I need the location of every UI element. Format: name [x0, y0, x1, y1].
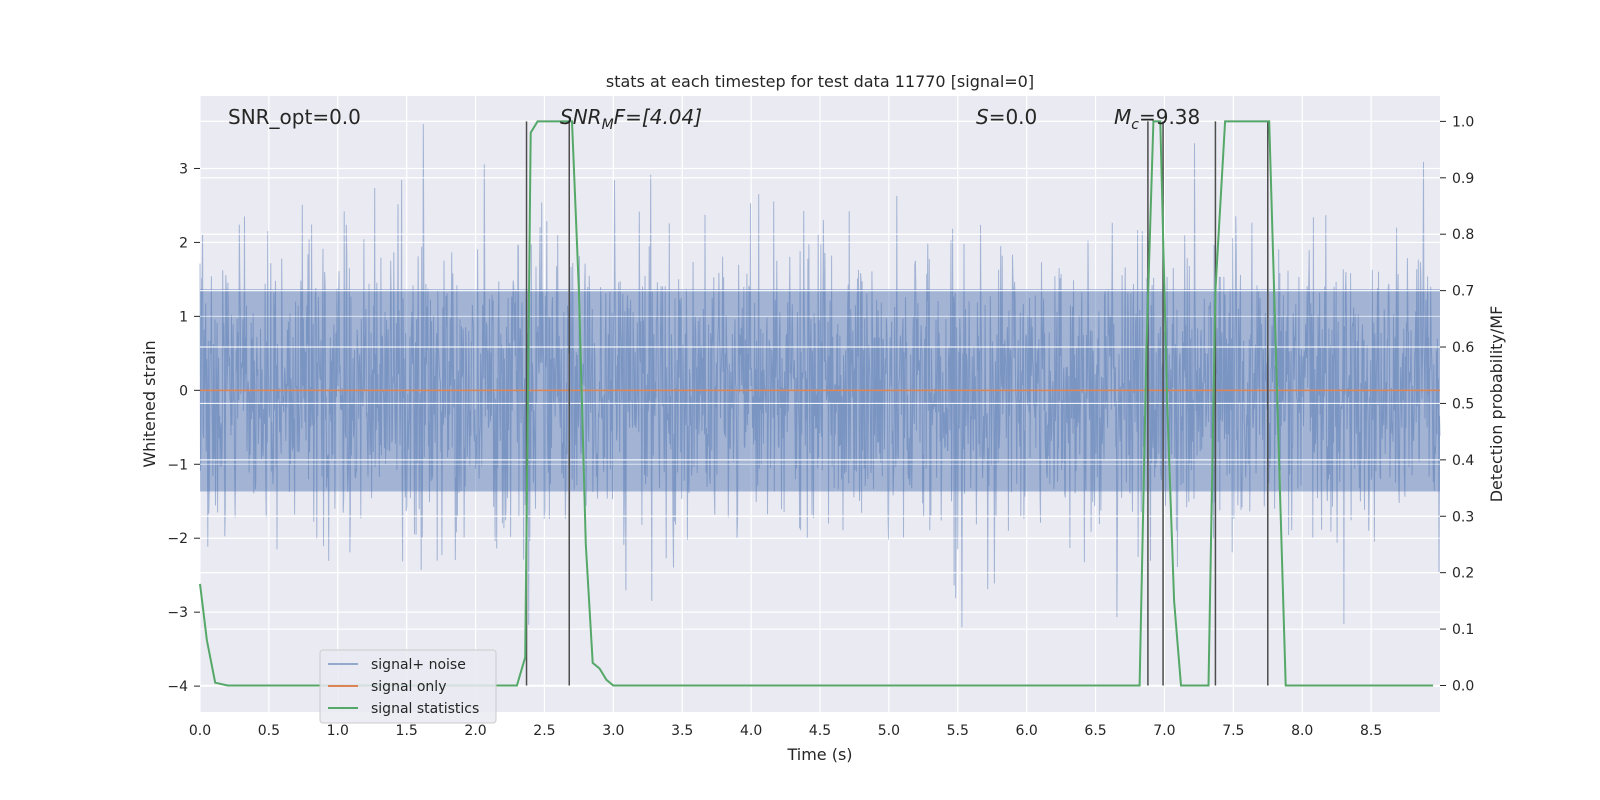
y-right-tick-label-6: 0.6: [1452, 340, 1474, 356]
legend-box: [319, 649, 497, 724]
x-tick-label-9: 4.5: [809, 723, 831, 739]
x-tick-label-4: 2.0: [464, 723, 486, 739]
x-tick-label-13: 6.5: [1084, 723, 1106, 739]
x-axis-label: Time (s): [786, 745, 852, 764]
legend-label-signal-only: signal only: [371, 679, 446, 695]
x-ticks: 0.0 0.5 1.0 1.5 2.0 2.5 3.0 3.5 4.0 4.5 5.0 5.5 6.0 6…: [189, 723, 1382, 739]
annotation-mc-base: M: [1114, 105, 1131, 129]
y-right-tick-label-10: 1.0: [1452, 114, 1474, 130]
x-tick-label-1: 0.5: [258, 723, 280, 739]
signal-statistics-line: [199, 120, 1434, 687]
y-tick-label-7: 3: [179, 161, 188, 177]
x-tick-label-5: 2.5: [533, 723, 555, 739]
x-tick-label-16: 8.0: [1291, 723, 1313, 739]
y-right-tick-label-3: 0.3: [1452, 509, 1474, 525]
annotation-mc: Mc=9.38: [1114, 105, 1200, 133]
y-tick-label-5: 1: [179, 309, 188, 325]
y-right-tick-label-7: 0.7: [1452, 284, 1474, 300]
x-tick-label-7: 3.5: [671, 723, 693, 739]
y-right-tick-label-4: 0.4: [1452, 453, 1474, 469]
annotation-s-base: S: [976, 105, 989, 129]
x-tick-label-2: 1.0: [327, 723, 349, 739]
annotation-mc-sub: c: [1131, 117, 1139, 133]
y-tick-label-6: 2: [179, 235, 188, 251]
annotation-mc-rest: =9.38: [1139, 105, 1200, 129]
legend-label-signal-noise: signal+ noise: [371, 657, 466, 673]
y-tick-label-3: −1: [167, 457, 188, 473]
x-tick-label-15: 7.5: [1222, 723, 1244, 739]
y-axis-label: Whitened strain: [140, 340, 159, 467]
y-tick-label-2: −2: [167, 531, 188, 547]
chart-title: stats at each timestep for test data 117…: [606, 72, 1034, 91]
y-ticks-left: −4 −3 −2 −1 0 1 2 3: [167, 161, 200, 695]
x-tick-label-3: 1.5: [396, 723, 418, 739]
y-right-tick-label-9: 0.9: [1452, 171, 1474, 187]
annotation-snr-mf-rest: F=[4.04]: [614, 105, 702, 129]
annotation-snr-mf: SNRMF=[4.04]: [560, 105, 702, 133]
legend: signal+ noise signal only signal statist…: [319, 649, 497, 724]
x-tick-label-8: 4.0: [740, 723, 762, 739]
annotation-snr-opt: SNR_opt=0.0: [228, 105, 361, 129]
y-ticks-right: 0.0 0.1 0.2 0.3 0.4 0.5 0.6 0.7 0.8 0.9 1.0: [1440, 114, 1474, 694]
y-right-tick-label-8: 0.8: [1452, 227, 1474, 243]
x-tick-label-12: 6.0: [1016, 723, 1038, 739]
x-tick-label-6: 3.0: [602, 723, 624, 739]
x-tick-label-17: 8.5: [1360, 723, 1382, 739]
x-tick-label-14: 7.0: [1153, 723, 1175, 739]
annotation-snr-mf-base: SNR: [560, 105, 602, 129]
x-tick-label-11: 5.5: [947, 723, 969, 739]
y-tick-label-1: −3: [167, 605, 188, 621]
annotation-s-rest: =0.0: [989, 105, 1038, 129]
annotation-s: S=0.0: [976, 105, 1037, 129]
y-right-tick-label-0: 0.0: [1452, 678, 1474, 694]
x-tick-label-10: 5.0: [878, 723, 900, 739]
x-tick-label-0: 0.0: [189, 723, 211, 739]
series-signal-statistics: [199, 120, 1434, 687]
y-tick-label-4: 0: [179, 383, 188, 399]
legend-label-signal-statistics: signal statistics: [371, 701, 479, 717]
signal-noise-line: [199, 124, 1441, 628]
y-right-tick-label-5: 0.5: [1452, 396, 1474, 412]
annotation-snr-mf-sub: M: [602, 117, 614, 133]
y-right-tick-label-1: 0.1: [1452, 622, 1474, 638]
y-tick-label-0: −4: [167, 679, 188, 695]
y-axis-label-right: Detection probability/MF: [1487, 306, 1506, 503]
y-right-tick-label-2: 0.2: [1452, 566, 1474, 582]
